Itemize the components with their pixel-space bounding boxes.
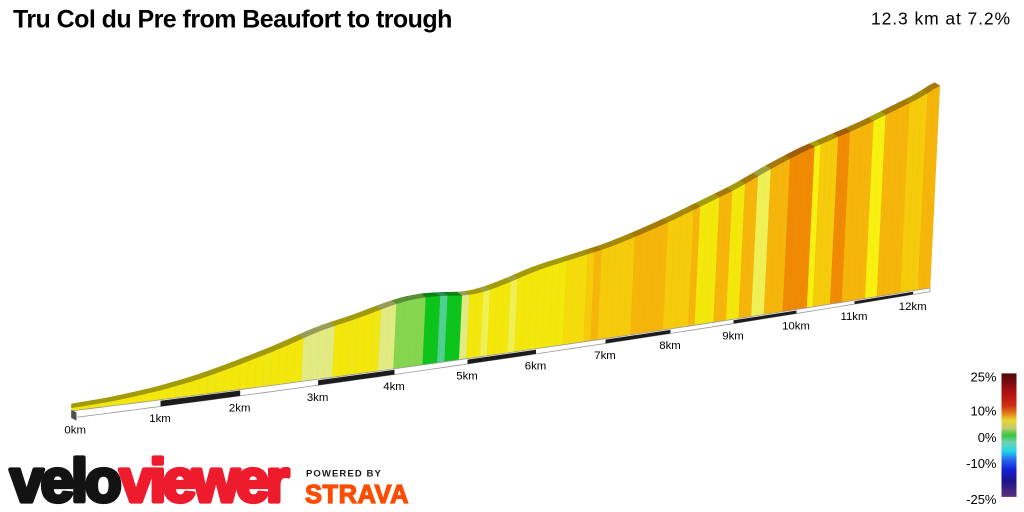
- svg-text:25%: 25%: [970, 370, 996, 385]
- svg-text:-10%: -10%: [966, 456, 997, 471]
- svg-text:8km: 8km: [659, 340, 681, 352]
- svg-text:2km: 2km: [229, 403, 251, 415]
- svg-text:11km: 11km: [840, 311, 867, 323]
- svg-text:Tru Col du Pre from Beaufort t: Tru Col du Pre from Beaufort to trough: [13, 5, 452, 33]
- svg-text:5km: 5km: [456, 371, 478, 383]
- svg-text:POWERED BY: POWERED BY: [306, 469, 382, 480]
- svg-text:3km: 3km: [307, 392, 329, 404]
- svg-text:0km: 0km: [64, 425, 86, 437]
- svg-text:6km: 6km: [525, 361, 547, 373]
- svg-text:viewer: viewer: [120, 448, 289, 512]
- svg-text:STRAVA: STRAVA: [305, 481, 409, 509]
- svg-text:7km: 7km: [594, 350, 616, 362]
- svg-text:-25%: -25%: [966, 492, 997, 507]
- svg-text:velo: velo: [10, 448, 120, 512]
- svg-text:10%: 10%: [970, 404, 996, 419]
- svg-text:0%: 0%: [978, 430, 997, 445]
- svg-text:10km: 10km: [782, 320, 810, 332]
- svg-text:12km: 12km: [899, 301, 927, 313]
- svg-text:1km: 1km: [149, 413, 171, 425]
- svg-text:4km: 4km: [383, 381, 405, 393]
- svg-text:9km: 9km: [722, 330, 744, 342]
- svg-text:12.3 km at 7.2%: 12.3 km at 7.2%: [871, 9, 1011, 29]
